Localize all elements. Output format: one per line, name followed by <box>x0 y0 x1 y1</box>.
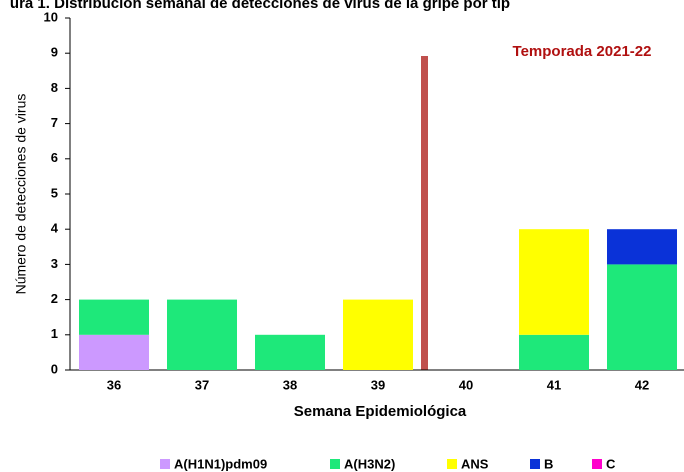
bar-segment <box>343 299 413 370</box>
y-tick-label: 6 <box>51 150 58 165</box>
chart-title: ura 1. Distribución semanal de deteccion… <box>10 0 510 12</box>
x-tick-label: 37 <box>195 377 209 392</box>
legend-label: C <box>606 456 616 471</box>
bar-segment <box>607 264 677 370</box>
legend-swatch <box>530 459 540 469</box>
bar-segment <box>167 299 237 370</box>
y-tick-label: 7 <box>51 115 58 130</box>
x-tick-label: 42 <box>635 377 649 392</box>
legend-swatch <box>447 459 457 469</box>
y-axis-label: Número de detecciones de virus <box>13 94 29 295</box>
y-tick-label: 9 <box>51 45 58 60</box>
y-tick-label: 8 <box>51 80 58 95</box>
legend-label: A(H3N2) <box>344 456 395 471</box>
y-tick-label: 0 <box>51 361 58 376</box>
legend-label: B <box>544 456 553 471</box>
legend-swatch <box>592 459 602 469</box>
bar-segment <box>79 334 149 370</box>
legend-label: ANS <box>461 456 489 471</box>
x-tick-label: 41 <box>547 377 561 392</box>
y-tick-label: 4 <box>51 221 59 236</box>
season-marker <box>421 56 428 370</box>
legend-label: A(H1N1)pdm09 <box>174 456 267 471</box>
x-axis-label: Semana Epidemiológica <box>294 403 467 420</box>
y-tick-label: 3 <box>51 256 58 271</box>
bar-segment <box>255 334 325 370</box>
annotation: Temporada 2021-22 <box>513 43 652 60</box>
legend-swatch <box>160 459 170 469</box>
bar-segment <box>607 229 677 265</box>
x-tick-label: 39 <box>371 377 385 392</box>
y-tick-label: 2 <box>51 291 58 306</box>
bar-segment <box>79 299 149 335</box>
legend-swatch <box>330 459 340 469</box>
x-tick-label: 36 <box>107 377 121 392</box>
y-tick-label: 1 <box>51 326 58 341</box>
bar-segment <box>519 334 589 370</box>
x-tick-label: 40 <box>459 377 473 392</box>
x-tick-label: 38 <box>283 377 297 392</box>
bar-segment <box>519 229 589 335</box>
y-tick-label: 10 <box>44 9 58 24</box>
y-tick-label: 5 <box>51 185 58 200</box>
